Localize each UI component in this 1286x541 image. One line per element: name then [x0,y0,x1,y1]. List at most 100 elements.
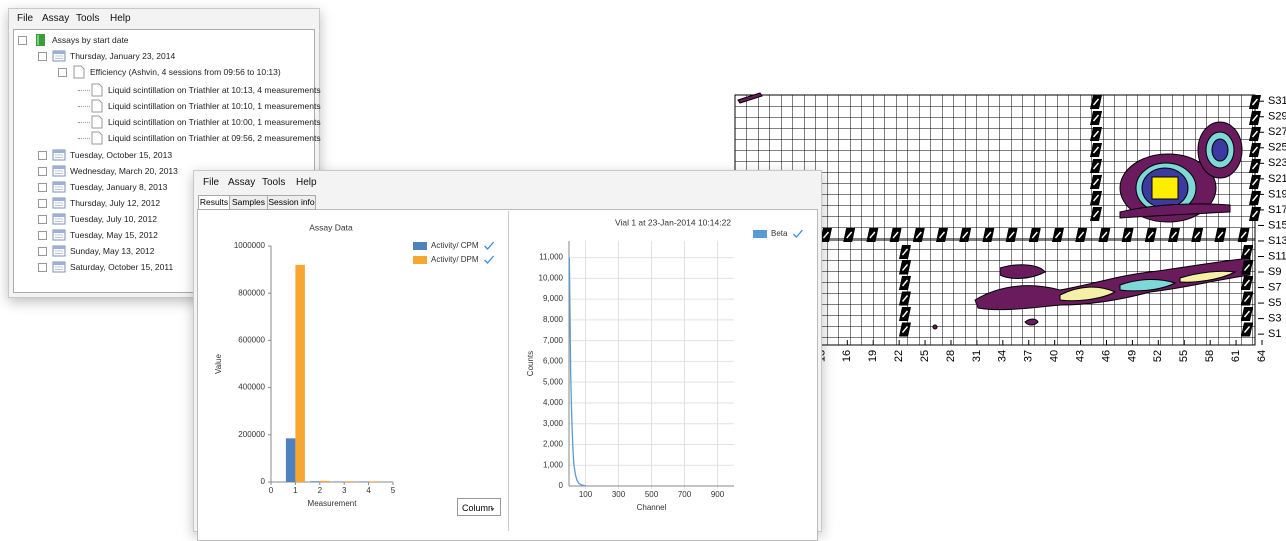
y-tick-label: S5 [1268,297,1281,309]
tree-item[interactable]: Saturday, October 15, 2011 [70,261,173,273]
x-tick-label: 34 [997,350,1009,362]
x-tick-label: 100 [579,490,593,499]
y-tick-label: 5,000 [543,377,564,386]
tree-item[interactable]: Thursday, January 23, 2014 [70,50,175,62]
bar [310,481,320,482]
legend-swatch [753,230,767,238]
tree-item[interactable]: Liquid scintillation on Triathler at 10:… [108,116,321,128]
connector [78,122,90,123]
x-tick-label: 37 [1023,350,1035,362]
expander[interactable] [38,231,47,240]
tab[interactable]: Results [198,195,230,210]
expander[interactable] [38,263,47,272]
tree-item[interactable]: Liquid scintillation on Triathler at 09:… [108,132,321,144]
tree-item[interactable]: Assays by start date [52,34,129,46]
legend-check [485,256,494,263]
y-tick-label: 200000 [238,430,265,439]
y-tick-label: S11 [1268,250,1286,262]
expander[interactable] [38,151,47,160]
cal-icon [52,148,66,162]
y-tick-label: 4,000 [543,398,564,407]
menu-item[interactable]: Tools [262,177,285,188]
y-tick-label: 7,000 [543,336,564,345]
x-tick-label: 22 [893,350,905,362]
y-tick-label: S3 [1268,313,1281,325]
menu-item[interactable]: Assay [228,177,255,188]
tree-item[interactable]: Liquid scintillation on Triathler at 10:… [108,100,321,112]
bar [295,265,305,482]
x-tick-label: 28 [945,350,957,362]
chart-title: Assay Data [309,222,353,232]
tab[interactable]: Session info [267,195,316,210]
tree-item[interactable]: Tuesday, July 10, 2012 [70,213,157,225]
legend-label: Activity/ CPM [431,241,479,250]
connector [78,106,90,107]
expander[interactable] [38,199,47,208]
tree-item[interactable]: Tuesday, May 15, 2012 [70,229,158,241]
doc-icon [90,131,104,145]
menu-item[interactable]: Assay [42,13,69,24]
x-tick-label: 16 [841,350,853,362]
expander[interactable] [58,68,67,77]
legend-swatch [413,256,427,264]
y-tick-label: 9,000 [543,294,564,303]
y-tick-label: 1,000 [543,460,564,469]
chart-title: Vial 1 at 23-Jan-2014 10:14:22 [615,217,731,227]
expander[interactable] [38,215,47,224]
tree-item[interactable]: Sunday, May 13, 2012 [70,245,154,257]
x-tick-label: 2 [318,486,323,495]
y-tick-label: 2,000 [543,440,564,449]
tree-item[interactable]: Tuesday, October 15, 2013 [70,149,172,161]
tab[interactable]: Samples [229,195,268,210]
y-tick-label: S29 [1268,111,1286,123]
results-charts: Assay DataMeasurementValue02000004000006… [194,171,821,526]
bar [344,481,354,482]
page: Assays by start date Thursday, January 23… [0,0,1286,525]
x-tick-label: 52 [1152,350,1164,362]
menu-item[interactable]: File [203,177,219,188]
menu-item[interactable]: Help [110,13,131,24]
x-tick-label: 500 [645,490,659,499]
y-tick-label: S25 [1268,142,1286,154]
legend-label: Activity/ DPM [431,255,479,264]
bar [286,438,296,482]
x-tick-label: 55 [1178,350,1190,362]
tree-item[interactable]: Tuesday, January 8, 2013 [70,181,167,193]
doc-icon [90,83,104,97]
x-tick-label: 31 [971,350,983,362]
book-icon [34,33,48,47]
tree-item[interactable]: Efficiency (Ashvin, 4 sessions from 09:5… [90,66,281,78]
x-axis-label: Measurement [308,499,358,508]
expander[interactable] [38,167,47,176]
expander[interactable] [38,52,47,61]
expander[interactable] [38,247,47,256]
y-tick-label: 1000000 [234,241,266,250]
y-tick-label: 0 [261,477,266,486]
x-tick-label: 1 [293,486,298,495]
tree-item[interactable]: Liquid scintillation on Triathler at 10:… [108,84,321,96]
tree-item[interactable]: Thursday, July 12, 2012 [70,197,160,209]
x-tick-label: 46 [1100,350,1112,362]
y-axis-label: Value [214,354,223,374]
menu-item[interactable]: Tools [76,13,99,24]
connector [78,90,90,91]
menu-item[interactable]: Help [296,177,317,188]
bar [369,481,379,482]
y-tick-label: S23 [1268,157,1286,169]
tree-item[interactable]: Wednesday, March 20, 2013 [70,165,178,177]
legend-check [793,230,802,237]
x-tick-label: 49 [1126,350,1138,362]
x-tick-label: 3 [342,486,347,495]
expander[interactable] [38,183,47,192]
bar [320,481,330,482]
menu-item[interactable]: File [17,13,33,24]
y-tick-label: S1 [1268,328,1281,340]
cal-icon [52,196,66,210]
cal-icon [52,180,66,194]
x-tick-label: 40 [1049,350,1061,362]
cal-icon [52,164,66,178]
y-tick-label: 8,000 [543,315,564,324]
cal-icon [52,244,66,258]
expander[interactable] [18,36,27,45]
x-tick-label: 0 [269,486,274,495]
